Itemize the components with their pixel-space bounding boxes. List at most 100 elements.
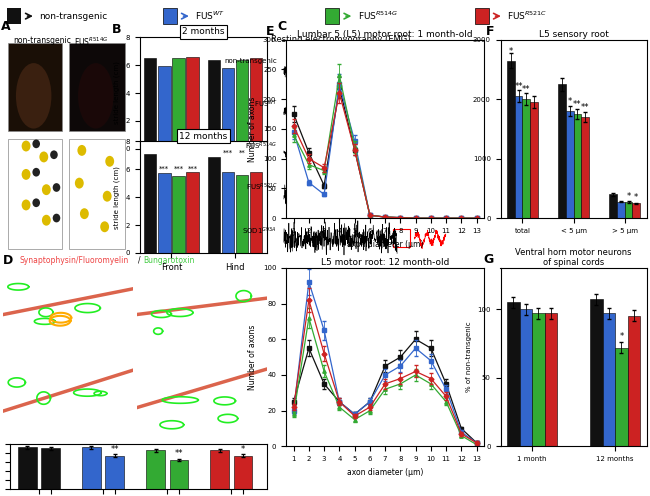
- Bar: [532, 313, 545, 446]
- Bar: [222, 68, 234, 149]
- Text: FUS$^{R514G}$: FUS$^{R514G}$: [6, 362, 38, 373]
- Bar: [162, 8, 177, 24]
- Bar: [515, 96, 523, 218]
- Text: FUS$^{R521C}$: FUS$^{R521C}$: [246, 182, 278, 193]
- Bar: [82, 447, 101, 489]
- Ellipse shape: [32, 168, 40, 177]
- Text: 0.01 mV: 0.01 mV: [294, 53, 320, 58]
- Text: Non-transgenic: Non-transgenic: [6, 275, 59, 281]
- Bar: [566, 111, 573, 218]
- Text: **: **: [514, 82, 523, 91]
- Ellipse shape: [42, 184, 51, 195]
- Ellipse shape: [100, 221, 109, 232]
- Ellipse shape: [105, 156, 114, 167]
- Bar: [6, 8, 21, 24]
- Text: *: *: [634, 193, 638, 202]
- Text: **: **: [581, 103, 590, 112]
- Text: /: /: [138, 256, 141, 265]
- Title: 2 months: 2 months: [182, 27, 224, 36]
- Text: A: A: [1, 19, 10, 33]
- Text: D: D: [3, 254, 14, 267]
- Ellipse shape: [77, 145, 86, 156]
- Text: Synaptophysin/Fluoromyelin: Synaptophysin/Fluoromyelin: [20, 256, 129, 265]
- Text: non-transgenic: non-transgenic: [224, 58, 278, 63]
- Bar: [523, 99, 530, 218]
- Bar: [18, 447, 36, 489]
- Text: FUS$^{WT}$: FUS$^{WT}$: [195, 10, 225, 22]
- Ellipse shape: [80, 208, 89, 219]
- X-axis label: axon diameter (μm): axon diameter (μm): [347, 468, 423, 477]
- Text: FUS$^{R514G}$: FUS$^{R514G}$: [358, 10, 398, 22]
- Text: FUS$^{R521C}$: FUS$^{R521C}$: [139, 362, 171, 373]
- Text: ***: ***: [187, 166, 198, 172]
- Title: Lumbar 5 (L5) motor root: 1 month-old: Lumbar 5 (L5) motor root: 1 month-old: [297, 30, 473, 39]
- Title: 12 months: 12 months: [179, 131, 228, 140]
- Text: E: E: [266, 25, 275, 38]
- Ellipse shape: [53, 214, 60, 222]
- Bar: [69, 139, 125, 248]
- X-axis label: axon diameter (μm): axon diameter (μm): [347, 240, 423, 248]
- Text: ***: ***: [159, 166, 170, 172]
- Bar: [207, 60, 220, 149]
- Text: FUS$^{WT}$: FUS$^{WT}$: [139, 275, 163, 287]
- Ellipse shape: [103, 191, 112, 202]
- Ellipse shape: [40, 151, 48, 162]
- Ellipse shape: [16, 63, 51, 128]
- Text: B: B: [112, 23, 122, 36]
- Bar: [393, 229, 410, 247]
- Bar: [170, 460, 188, 489]
- Bar: [590, 300, 603, 446]
- Text: *: *: [509, 47, 513, 56]
- Text: 0.01 mV: 0.01 mV: [419, 53, 445, 58]
- Bar: [236, 175, 248, 253]
- Text: FUS$^{R514G}$: FUS$^{R514G}$: [245, 140, 278, 152]
- Ellipse shape: [75, 178, 84, 188]
- Bar: [250, 172, 262, 253]
- Bar: [581, 117, 589, 218]
- Text: *: *: [567, 97, 572, 106]
- Ellipse shape: [42, 215, 51, 226]
- Text: *: *: [619, 332, 623, 341]
- Bar: [573, 114, 581, 218]
- Y-axis label: stride length (cm): stride length (cm): [114, 62, 120, 124]
- Ellipse shape: [32, 198, 40, 207]
- Bar: [8, 44, 62, 131]
- Text: 50 μm: 50 μm: [16, 340, 38, 346]
- Y-axis label: Number of axons: Number of axons: [248, 324, 257, 390]
- Bar: [558, 84, 566, 218]
- Bar: [236, 60, 248, 149]
- Y-axis label: Number of axons: Number of axons: [248, 96, 257, 162]
- Title: L5 motor root: 12 month-old: L5 motor root: 12 month-old: [321, 258, 449, 267]
- Bar: [144, 154, 157, 253]
- Text: **: **: [522, 85, 530, 94]
- Text: Resting electromyography (EMG): Resting electromyography (EMG): [270, 35, 410, 44]
- Bar: [545, 313, 557, 446]
- Bar: [144, 58, 157, 149]
- Bar: [530, 102, 538, 218]
- Bar: [617, 201, 625, 218]
- Bar: [507, 61, 515, 218]
- Bar: [207, 157, 220, 253]
- Bar: [507, 302, 519, 446]
- Bar: [187, 172, 199, 253]
- Bar: [603, 313, 615, 446]
- Bar: [325, 8, 339, 24]
- Text: *: *: [627, 192, 630, 201]
- Bar: [146, 450, 165, 489]
- Y-axis label: % of non-transgenic: % of non-transgenic: [465, 322, 472, 392]
- Bar: [628, 316, 640, 446]
- Bar: [187, 57, 199, 149]
- Bar: [393, 186, 410, 203]
- Bar: [41, 448, 60, 489]
- Bar: [393, 144, 410, 162]
- Text: **: **: [175, 449, 183, 458]
- Bar: [158, 66, 170, 149]
- Bar: [172, 176, 185, 253]
- Ellipse shape: [21, 169, 31, 180]
- Bar: [610, 194, 617, 218]
- Text: C: C: [278, 19, 287, 33]
- Bar: [393, 102, 410, 121]
- Ellipse shape: [53, 183, 60, 192]
- Text: ***: ***: [223, 149, 233, 155]
- Bar: [222, 172, 234, 253]
